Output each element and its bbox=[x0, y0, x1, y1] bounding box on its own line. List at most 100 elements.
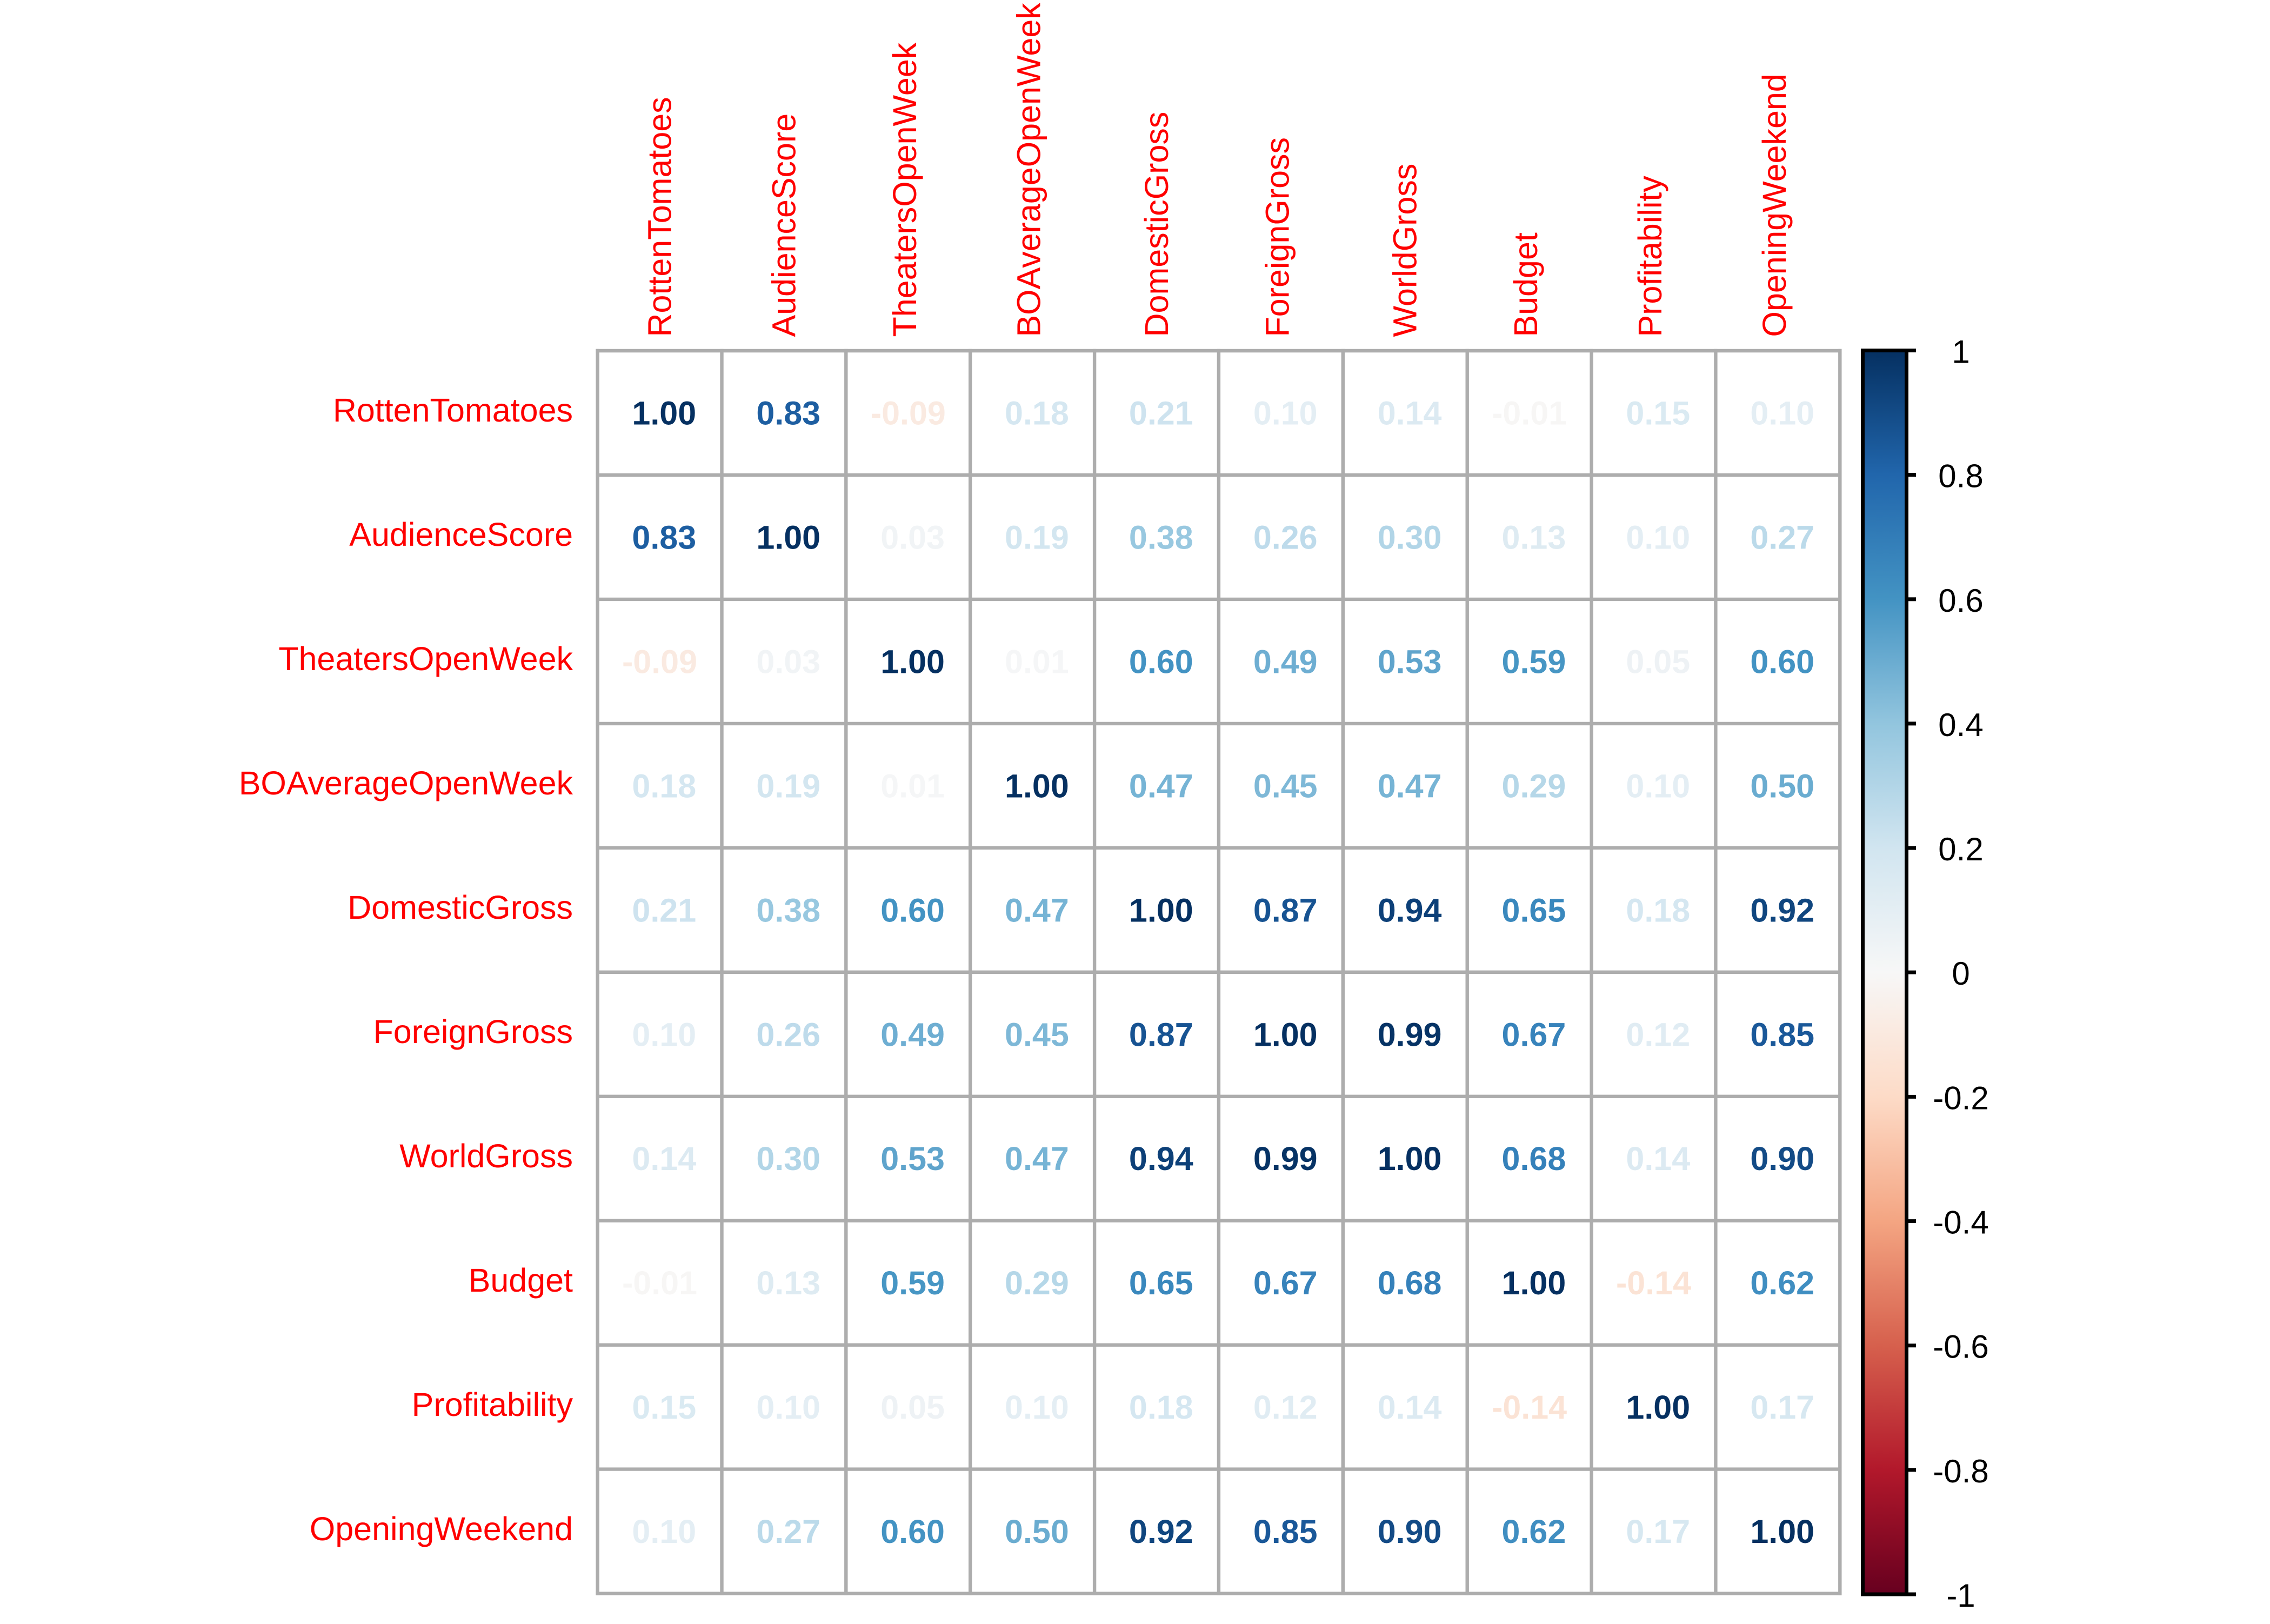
svg-text:Budget: Budget bbox=[1507, 232, 1544, 337]
svg-text:0.47: 0.47 bbox=[1378, 767, 1442, 804]
svg-text:0.14: 0.14 bbox=[1378, 395, 1442, 432]
svg-text:0: 0 bbox=[1952, 955, 1969, 992]
svg-text:0.85: 0.85 bbox=[1750, 1016, 1814, 1053]
svg-text:1.00: 1.00 bbox=[1253, 1016, 1318, 1053]
svg-text:0.12: 0.12 bbox=[1626, 1016, 1690, 1053]
svg-text:TheatersOpenWeek: TheatersOpenWeek bbox=[886, 42, 923, 337]
svg-text:0.30: 0.30 bbox=[756, 1140, 820, 1177]
svg-text:0.18: 0.18 bbox=[1626, 892, 1690, 928]
svg-text:0.13: 0.13 bbox=[1502, 519, 1566, 556]
svg-text:1.00: 1.00 bbox=[1502, 1265, 1566, 1301]
svg-text:0.29: 0.29 bbox=[1005, 1265, 1069, 1301]
svg-text:0.6: 0.6 bbox=[1938, 583, 1983, 619]
svg-text:1.00: 1.00 bbox=[1378, 1140, 1442, 1177]
svg-text:0.19: 0.19 bbox=[1005, 519, 1069, 556]
svg-text:-0.4: -0.4 bbox=[1933, 1205, 1988, 1241]
svg-text:0.05: 0.05 bbox=[880, 1389, 945, 1426]
svg-text:0.19: 0.19 bbox=[756, 767, 820, 804]
svg-text:0.67: 0.67 bbox=[1502, 1016, 1566, 1053]
svg-text:0.68: 0.68 bbox=[1378, 1265, 1442, 1301]
svg-text:AudienceScore: AudienceScore bbox=[765, 113, 802, 337]
svg-text:0.92: 0.92 bbox=[1750, 892, 1814, 928]
svg-text:Budget: Budget bbox=[469, 1262, 573, 1299]
svg-text:1.00: 1.00 bbox=[880, 643, 945, 680]
svg-text:0.87: 0.87 bbox=[1253, 892, 1318, 928]
svg-text:0.68: 0.68 bbox=[1502, 1140, 1566, 1177]
svg-text:1.00: 1.00 bbox=[756, 519, 820, 556]
svg-text:AudienceScore: AudienceScore bbox=[349, 516, 573, 553]
svg-text:Profitability: Profitability bbox=[1632, 176, 1668, 337]
svg-text:1.00: 1.00 bbox=[632, 395, 696, 432]
svg-text:0.12: 0.12 bbox=[1253, 1389, 1318, 1426]
svg-text:0.94: 0.94 bbox=[1378, 892, 1442, 928]
svg-text:OpeningWeekend: OpeningWeekend bbox=[310, 1511, 573, 1547]
svg-text:DomesticGross: DomesticGross bbox=[1138, 112, 1175, 337]
svg-text:0.27: 0.27 bbox=[1750, 519, 1814, 556]
svg-text:0.92: 0.92 bbox=[1129, 1513, 1193, 1550]
svg-text:0.50: 0.50 bbox=[1750, 767, 1814, 804]
svg-text:RottenTomatoes: RottenTomatoes bbox=[642, 97, 678, 337]
svg-text:0.90: 0.90 bbox=[1750, 1140, 1814, 1177]
svg-text:0.10: 0.10 bbox=[632, 1016, 696, 1053]
svg-text:0.49: 0.49 bbox=[880, 1016, 945, 1053]
svg-text:0.60: 0.60 bbox=[880, 1513, 945, 1550]
svg-text:0.18: 0.18 bbox=[632, 767, 696, 804]
svg-text:0.10: 0.10 bbox=[1750, 395, 1814, 432]
svg-text:0.10: 0.10 bbox=[632, 1513, 696, 1550]
svg-text:ForeignGross: ForeignGross bbox=[1259, 137, 1296, 337]
svg-text:0.18: 0.18 bbox=[1005, 395, 1069, 432]
svg-text:0.17: 0.17 bbox=[1626, 1513, 1690, 1550]
svg-text:BOAverageOpenWeek: BOAverageOpenWeek bbox=[1011, 3, 1047, 337]
svg-text:-0.09: -0.09 bbox=[871, 395, 946, 432]
svg-text:-1: -1 bbox=[1946, 1578, 1975, 1614]
svg-text:0.85: 0.85 bbox=[1253, 1513, 1318, 1550]
svg-text:0.18: 0.18 bbox=[1129, 1389, 1193, 1426]
svg-text:-0.01: -0.01 bbox=[1492, 395, 1567, 432]
svg-text:0.03: 0.03 bbox=[880, 519, 945, 556]
svg-text:BOAverageOpenWeek: BOAverageOpenWeek bbox=[239, 765, 573, 801]
svg-text:0.45: 0.45 bbox=[1253, 767, 1318, 804]
svg-text:0.15: 0.15 bbox=[1626, 395, 1690, 432]
svg-text:0.65: 0.65 bbox=[1129, 1265, 1193, 1301]
svg-text:0.21: 0.21 bbox=[632, 892, 696, 928]
svg-text:0.53: 0.53 bbox=[1378, 643, 1442, 680]
svg-text:0.4: 0.4 bbox=[1938, 707, 1983, 743]
svg-text:0.83: 0.83 bbox=[632, 519, 696, 556]
svg-text:0.59: 0.59 bbox=[1502, 643, 1566, 680]
svg-text:0.47: 0.47 bbox=[1005, 892, 1069, 928]
svg-text:0.14: 0.14 bbox=[1626, 1140, 1690, 1177]
svg-text:0.10: 0.10 bbox=[1253, 395, 1318, 432]
svg-text:0.01: 0.01 bbox=[880, 767, 945, 804]
svg-text:0.50: 0.50 bbox=[1005, 1513, 1069, 1550]
svg-text:-0.14: -0.14 bbox=[1492, 1389, 1567, 1426]
svg-text:RottenTomatoes: RottenTomatoes bbox=[333, 392, 573, 429]
svg-text:0.13: 0.13 bbox=[756, 1265, 820, 1301]
svg-text:1.00: 1.00 bbox=[1750, 1513, 1814, 1550]
svg-text:0.90: 0.90 bbox=[1378, 1513, 1442, 1550]
svg-text:0.30: 0.30 bbox=[1378, 519, 1442, 556]
svg-text:0.29: 0.29 bbox=[1502, 767, 1566, 804]
svg-text:-0.2: -0.2 bbox=[1933, 1080, 1988, 1116]
svg-text:0.10: 0.10 bbox=[756, 1389, 820, 1426]
svg-text:0.45: 0.45 bbox=[1005, 1016, 1069, 1053]
svg-text:ForeignGross: ForeignGross bbox=[373, 1013, 573, 1050]
svg-text:OpeningWeekend: OpeningWeekend bbox=[1756, 73, 1793, 337]
svg-text:WorldGross: WorldGross bbox=[399, 1138, 573, 1174]
svg-text:0.47: 0.47 bbox=[1129, 767, 1193, 804]
svg-text:0.87: 0.87 bbox=[1129, 1016, 1193, 1053]
svg-text:0.26: 0.26 bbox=[1253, 519, 1318, 556]
svg-text:0.27: 0.27 bbox=[756, 1513, 820, 1550]
svg-text:-0.14: -0.14 bbox=[1616, 1265, 1691, 1301]
svg-text:0.03: 0.03 bbox=[756, 643, 820, 680]
svg-text:0.99: 0.99 bbox=[1253, 1140, 1318, 1177]
svg-text:0.10: 0.10 bbox=[1005, 1389, 1069, 1426]
svg-text:WorldGross: WorldGross bbox=[1387, 164, 1424, 337]
svg-text:0.59: 0.59 bbox=[880, 1265, 945, 1301]
svg-text:0.01: 0.01 bbox=[1005, 643, 1069, 680]
svg-text:0.10: 0.10 bbox=[1626, 767, 1690, 804]
svg-text:TheatersOpenWeek: TheatersOpenWeek bbox=[278, 640, 573, 677]
svg-text:1: 1 bbox=[1952, 334, 1969, 370]
svg-text:0.67: 0.67 bbox=[1253, 1265, 1318, 1301]
svg-text:0.62: 0.62 bbox=[1750, 1265, 1814, 1301]
svg-text:0.15: 0.15 bbox=[632, 1389, 696, 1426]
